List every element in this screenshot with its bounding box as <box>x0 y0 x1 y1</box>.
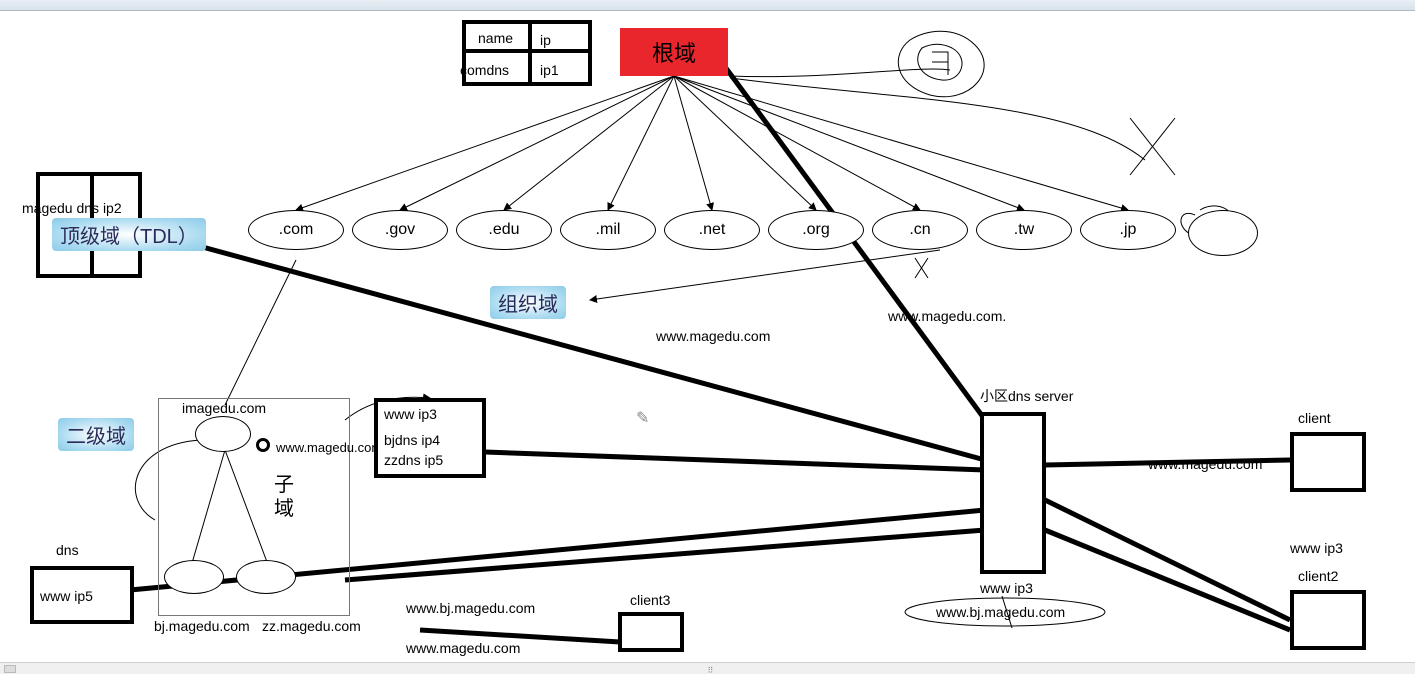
tld-jp: .jp <box>1080 210 1176 250</box>
child-2: 域 <box>274 492 294 521</box>
www-ip3-c: www ip3 <box>1290 540 1343 556</box>
client1-label: client <box>1298 410 1331 426</box>
tbl-r1: comdns <box>460 62 509 78</box>
zz-magedu: zz.magedu.com <box>262 618 361 634</box>
tld-mil: .mil <box>560 210 656 250</box>
www-ip3-b: www ip3 <box>980 580 1033 596</box>
dns-server-label: 小区dns server <box>980 386 1073 406</box>
tld-net: .net <box>664 210 760 250</box>
client3-label: client3 <box>630 592 670 608</box>
dns-table: name ip comdns ip1 <box>462 20 592 86</box>
tld-tw: .tw <box>976 210 1072 250</box>
magedu-dot: www.magedu.com. <box>888 308 1006 324</box>
sub-ellipse-1 <box>164 560 224 594</box>
client1-box <box>1290 432 1366 492</box>
www-magedu3: www.magedu.com <box>406 640 520 656</box>
second-label: 二级域 <box>58 418 134 451</box>
dns-box: www ip5 <box>30 566 134 624</box>
tld-label: 顶级域（TDL） <box>52 218 206 251</box>
www-ip5: www ip5 <box>40 588 93 604</box>
box-r3: zzdns ip5 <box>384 452 443 468</box>
tbl-h1: name <box>478 30 513 46</box>
root-node: 根域 <box>620 28 728 76</box>
tld-org: .org <box>768 210 864 250</box>
magedu-link: www.magedu.com <box>656 328 770 344</box>
tld-edu: .edu <box>456 210 552 250</box>
tld-gov: .gov <box>352 210 448 250</box>
www-bj: www.bj.magedu.com <box>406 600 535 616</box>
magedu-ellipse <box>195 416 251 452</box>
box-r2: bjdns ip4 <box>384 432 440 448</box>
sub-ellipse-2 <box>236 560 296 594</box>
bj-magedu: bj.magedu.com <box>154 618 250 634</box>
www-bj2: www.bj.magedu.com <box>936 604 1065 620</box>
magedu-link2: www.magedu.com <box>276 440 382 455</box>
client2-label: client2 <box>1298 568 1338 584</box>
box-r1: www ip3 <box>384 406 437 422</box>
tld-com: .com <box>248 210 344 250</box>
client3-box <box>618 612 684 652</box>
tbl-h2: ip <box>540 32 551 48</box>
magedu-ip2: magedu dns ip2 <box>22 200 122 216</box>
tld-cn: .cn <box>872 210 968 250</box>
pencil-icon: ✎ <box>636 408 649 428</box>
magedu-small: imagedu.com <box>182 400 266 416</box>
www-magedu4: www.magedu.com <box>1148 456 1262 472</box>
ip-list-box: www ip3 bjdns ip4 zzdns ip5 <box>374 398 486 478</box>
tbl-r2: ip1 <box>540 62 559 78</box>
org-label: 组织域 <box>490 286 566 319</box>
client2-box <box>1290 590 1366 650</box>
bottom-scrollbar[interactable]: ⠿ <box>0 662 1415 674</box>
dns-label: dns <box>56 542 79 558</box>
root-label: 根域 <box>652 36 696 68</box>
dns-server-box <box>980 412 1046 574</box>
scribble-ellipse <box>1188 210 1258 256</box>
dot-circle <box>256 438 270 452</box>
